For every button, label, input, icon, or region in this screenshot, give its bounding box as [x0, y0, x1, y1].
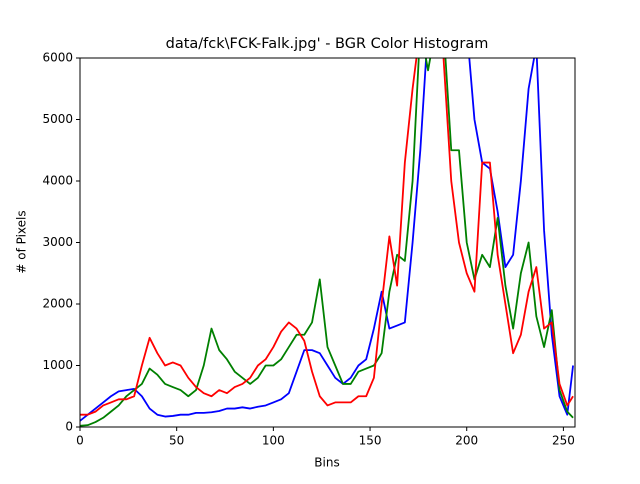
y-axis-label: # of Pixels — [15, 210, 29, 273]
x-tick-label: 100 — [262, 434, 285, 448]
x-tick-label: 50 — [169, 434, 184, 448]
y-tick-label: 3000 — [42, 235, 73, 249]
x-axis-label: Bins — [314, 456, 339, 470]
chart-title: data/fck\FCK-Falk.jpg' - BGR Color Histo… — [166, 36, 489, 52]
y-tick-label: 4000 — [42, 174, 73, 188]
x-tick-label: 250 — [552, 434, 575, 448]
x-tick-label: 0 — [76, 434, 84, 448]
series-line — [80, 58, 574, 416]
plot-area — [80, 58, 574, 427]
y-tick-label: 2000 — [42, 297, 73, 311]
x-tick-label: 150 — [359, 434, 382, 448]
y-tick-label: 1000 — [42, 358, 73, 372]
y-tick-label: 5000 — [42, 112, 73, 126]
y-tick-label: 6000 — [42, 51, 73, 65]
y-tick-label: 0 — [65, 420, 73, 434]
series-line — [80, 58, 574, 427]
x-tick-label: 200 — [455, 434, 478, 448]
